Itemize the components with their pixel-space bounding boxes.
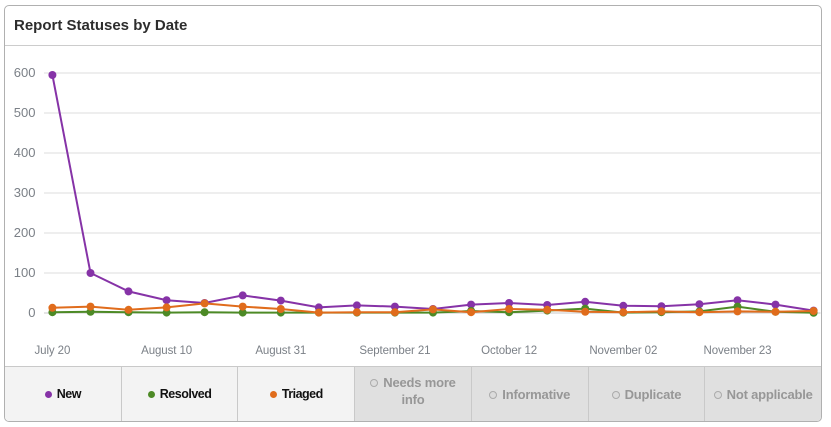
svg-text:October 12: October 12 [481, 345, 537, 357]
svg-text:300: 300 [14, 185, 36, 200]
svg-text:400: 400 [14, 145, 36, 160]
svg-text:July 20: July 20 [35, 345, 71, 357]
svg-text:August 31: August 31 [255, 345, 306, 357]
svg-text:September 21: September 21 [359, 345, 430, 357]
svg-text:November 23: November 23 [704, 345, 772, 357]
svg-text:0: 0 [28, 305, 35, 320]
svg-text:500: 500 [14, 105, 36, 120]
svg-text:November 02: November 02 [589, 345, 657, 357]
svg-text:200: 200 [14, 225, 36, 240]
svg-text:600: 600 [14, 65, 36, 80]
svg-text:100: 100 [14, 265, 36, 280]
svg-text:August 10: August 10 [141, 345, 192, 357]
